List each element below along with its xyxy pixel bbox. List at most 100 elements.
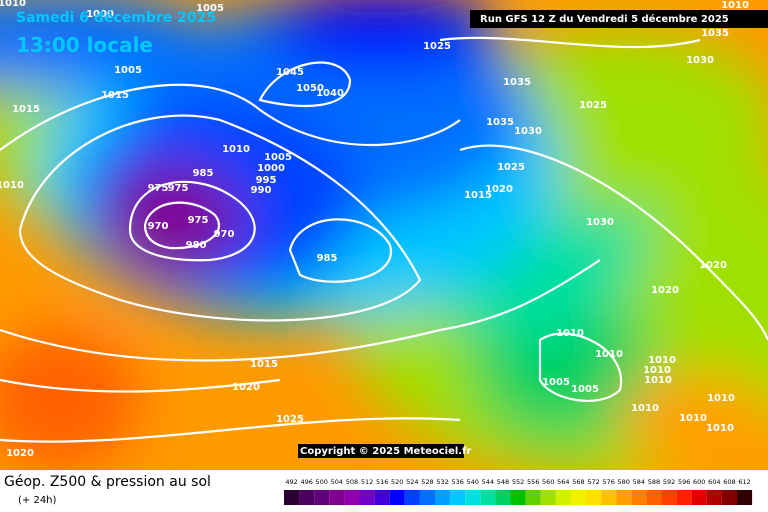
isobar-label: 1030 [586, 217, 614, 228]
scale-swatch [329, 490, 345, 505]
isobar-label: 1020 [232, 382, 260, 393]
scale-swatch [404, 490, 420, 505]
isobar-label: 1020 [651, 285, 679, 296]
scale-swatch [691, 490, 707, 505]
isobar-label: 1010 [222, 144, 250, 155]
scale-swatch [374, 490, 390, 505]
isobar-label: 1030 [686, 55, 714, 66]
isobar-label: 1050 [296, 83, 324, 94]
isobar-label: 970 [214, 229, 235, 240]
isobar-label: 985 [193, 168, 214, 179]
isobar-label: 995 [256, 175, 277, 186]
scale-label: 500 [316, 478, 328, 486]
scale-label: 504 [331, 478, 343, 486]
scale-label: 572 [587, 478, 599, 486]
scale-label: 496 [300, 478, 312, 486]
isobar-label: 1015 [464, 190, 492, 201]
isobar-label: 1010 [631, 403, 659, 414]
scale-swatch [586, 490, 602, 505]
scale-label: 592 [663, 478, 675, 486]
scale-swatch [646, 490, 662, 505]
scale-label: 536 [451, 478, 463, 486]
isobar-label: 1010 [648, 355, 676, 366]
scale-swatch [314, 490, 330, 505]
scale-swatch [540, 490, 556, 505]
scale-label: 564 [557, 478, 569, 486]
scale-label: 548 [497, 478, 509, 486]
scale-label: 608 [723, 478, 735, 486]
scale-swatch [435, 490, 451, 505]
scale-label: 508 [346, 478, 358, 486]
run-info: Run GFS 12 Z du Vendredi 5 décembre 2025 [480, 13, 729, 25]
isobar-label: 1010 [595, 349, 623, 360]
isobar-label: 1005 [196, 3, 224, 14]
isobar-label: 985 [317, 253, 338, 264]
isobar-label: 1005 [542, 377, 570, 388]
isobar-label: 970 [148, 221, 169, 232]
isobar-label: 1010 [679, 413, 707, 424]
isobar-label: 1015 [101, 90, 129, 101]
scale-swatch [495, 490, 511, 505]
isobar-label: 990 [251, 185, 272, 196]
scale-label: 600 [693, 478, 705, 486]
isobar-label: 975 [148, 183, 169, 194]
scale-label: 528 [421, 478, 433, 486]
isobar-label: 1025 [497, 162, 525, 173]
scale-label: 532 [436, 478, 448, 486]
scale-label: 596 [678, 478, 690, 486]
scale-swatch [631, 490, 647, 505]
scale-label: 560 [542, 478, 554, 486]
scale-label: 612 [738, 478, 750, 486]
isobar-label: 1010 [0, 0, 26, 9]
isobar-label: 1020 [485, 184, 513, 195]
isobar-label: 1035 [503, 77, 531, 88]
scale-swatch [601, 490, 617, 505]
isobar-label: 1010 [556, 328, 584, 339]
valid-time: 13:00 locale [16, 33, 153, 57]
scale-swatch [419, 490, 435, 505]
isobar-label: 1015 [250, 359, 278, 370]
isobar-label: 1005 [264, 152, 292, 163]
scale-swatch [450, 490, 466, 505]
isobar-label: 1020 [699, 260, 727, 271]
isobar-label: 1025 [276, 414, 304, 425]
isobar-label: 1010 [644, 375, 672, 386]
scale-swatch [721, 490, 737, 505]
scale-swatch [465, 490, 481, 505]
scale-swatch [525, 490, 541, 505]
isobar-label: 1025 [423, 41, 451, 52]
scale-swatch [284, 490, 300, 505]
isobar-label: 1035 [701, 28, 729, 39]
scale-label: 604 [708, 478, 720, 486]
footer-title: Géop. Z500 & pression au sol [4, 474, 211, 490]
scale-swatch [480, 490, 496, 505]
isobar-label: 980 [186, 240, 207, 251]
isobar-label: 1000 [257, 163, 285, 174]
scale-swatch [510, 490, 526, 505]
scale-swatch [676, 490, 692, 505]
scale-swatch [570, 490, 586, 505]
scale-swatch [299, 490, 315, 505]
scale-label: 552 [512, 478, 524, 486]
isobar-label: 1035 [486, 117, 514, 128]
scale-label: 544 [482, 478, 494, 486]
isobar-label: 1010 [707, 393, 735, 404]
isobar-label: 1005 [571, 384, 599, 395]
isobar-label: 1010 [0, 180, 24, 191]
scale-swatch [344, 490, 360, 505]
isobar-label: 1010 [721, 0, 749, 11]
isobar-label: 975 [168, 183, 189, 194]
isobar-label: 1030 [514, 126, 542, 137]
isobar-label: 1040 [316, 88, 344, 99]
valid-date: Samedi 6 décembre 2025 [16, 10, 216, 26]
isobar-label: 1005 [114, 65, 142, 76]
scale-label: 524 [406, 478, 418, 486]
scale-label: 520 [391, 478, 403, 486]
scale-label: 540 [467, 478, 479, 486]
isobars [0, 36, 768, 443]
scale-label: 512 [361, 478, 373, 486]
scale-label: 516 [376, 478, 388, 486]
